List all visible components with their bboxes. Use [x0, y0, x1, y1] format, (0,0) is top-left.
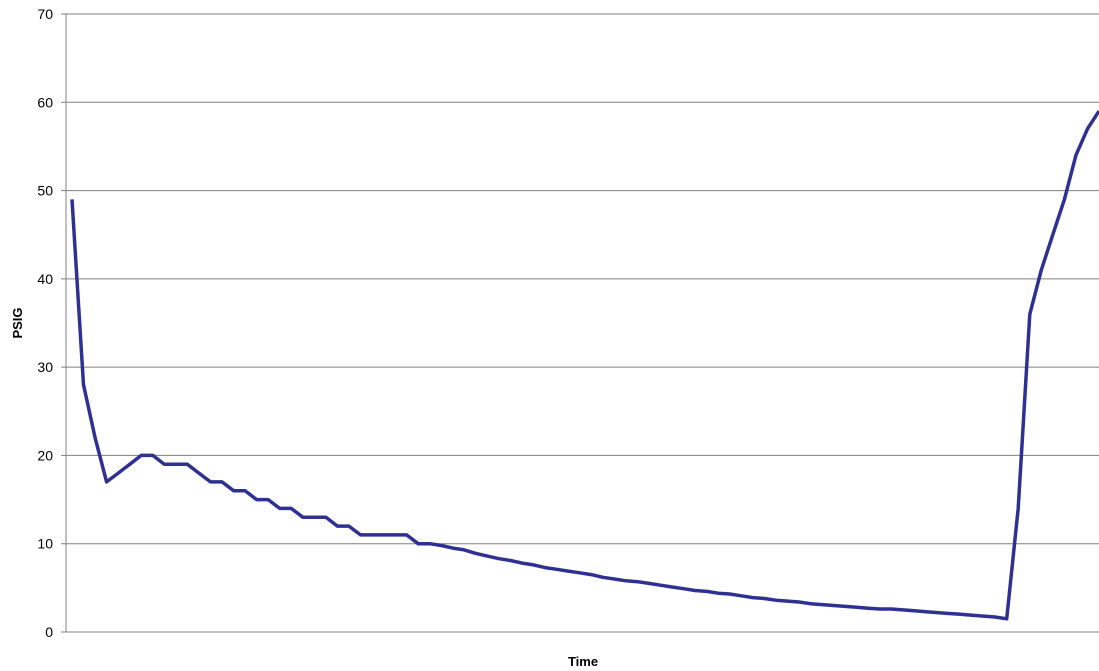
- series-lines: [70, 110, 1099, 621]
- y-tick-label: 50: [37, 183, 53, 199]
- y-tick-label: 40: [37, 271, 53, 287]
- axes: [65, 14, 1099, 633]
- y-tick-label: 0: [45, 624, 53, 640]
- y-tick-labels: 0 10 20 30 40 50 60 70: [37, 6, 66, 640]
- x-axis-title: Time: [568, 654, 598, 669]
- y-tick-label: 70: [37, 6, 53, 22]
- y-tick-label: 10: [37, 536, 53, 552]
- series-line-1: [70, 110, 1099, 621]
- y-tick-label: 60: [37, 94, 53, 110]
- y-tick-label: 20: [37, 447, 53, 463]
- y-tick-label: 30: [37, 359, 53, 375]
- gridlines: [66, 13, 1099, 545]
- y-axis-title: PSIG: [10, 307, 25, 338]
